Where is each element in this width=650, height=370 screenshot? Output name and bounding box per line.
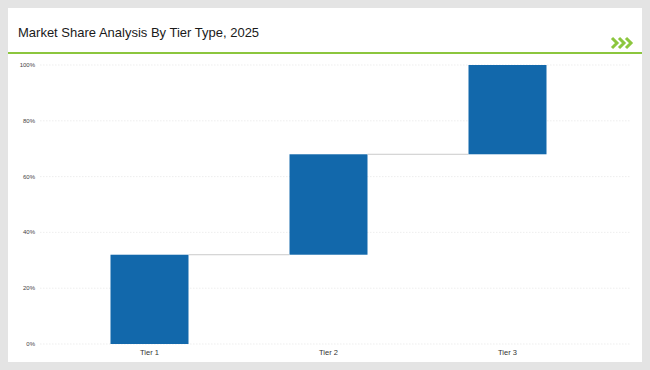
connector: [368, 154, 469, 155]
y-tick-label: 60%: [23, 174, 36, 180]
connector: [189, 254, 290, 255]
y-tick-label: 0%: [26, 341, 35, 347]
title: Market Share Analysis By Tier Type, 2025: [18, 25, 259, 40]
y-tick-label: 100%: [20, 62, 36, 68]
x-tick-label: Tier 2: [319, 348, 338, 357]
x-tick-label: Tier 1: [140, 348, 159, 357]
chart: Market Share Analysis By Tier Type, 2025…: [0, 0, 650, 370]
y-tick-label: 20%: [23, 285, 36, 291]
bars: [111, 65, 547, 344]
title-rule: [8, 52, 642, 54]
y-tick-label: 80%: [23, 118, 36, 124]
chevron: [619, 38, 624, 48]
bar: [469, 65, 547, 154]
y-tick-label: 40%: [23, 229, 36, 235]
bar: [290, 154, 368, 254]
x-tick-label: Tier 3: [498, 348, 517, 357]
chevron: [626, 38, 631, 48]
bar: [111, 255, 189, 344]
panel: [8, 8, 642, 362]
chevron: [612, 38, 617, 48]
